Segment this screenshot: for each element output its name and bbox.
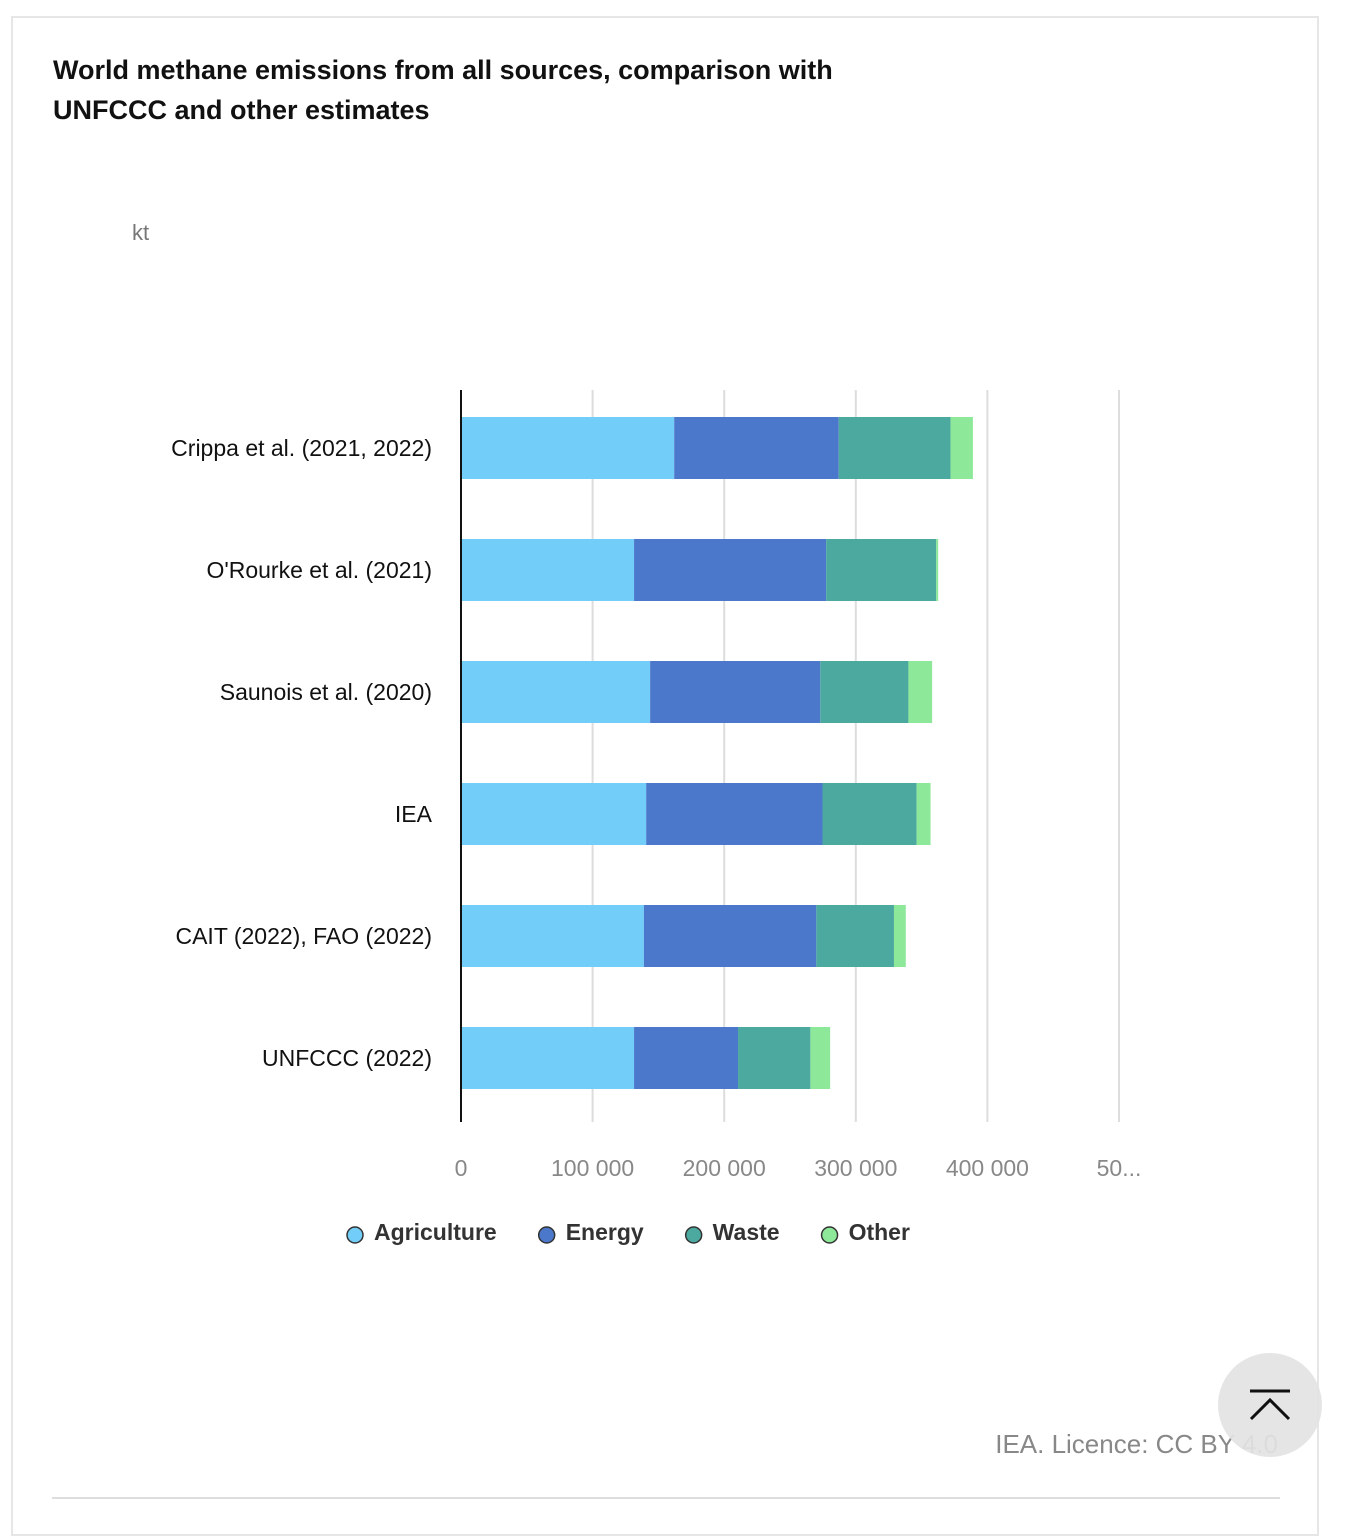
legend-marker <box>346 1226 364 1244</box>
bar-segment <box>822 783 917 845</box>
legend-label: Energy <box>566 1219 644 1245</box>
y-tick-label: CAIT (2022), FAO (2022) <box>175 923 432 949</box>
bar-segment <box>634 1027 739 1089</box>
bar-segment <box>643 905 817 967</box>
x-tick-label: 300 000 <box>814 1155 897 1181</box>
bar-segment <box>908 661 933 723</box>
back-to-top-button[interactable] <box>1218 1353 1322 1457</box>
y-tick-label: UNFCCC (2022) <box>262 1045 432 1071</box>
x-tick-label: 400 000 <box>946 1155 1029 1181</box>
bar-segment <box>950 417 973 479</box>
bar-segment <box>893 905 906 967</box>
bar-segment <box>461 783 647 845</box>
bar-segment <box>826 539 937 601</box>
bar-segment <box>461 905 644 967</box>
legend-label: Other <box>849 1219 910 1245</box>
legend-label: Waste <box>713 1219 780 1245</box>
bar-segment <box>461 1027 635 1089</box>
bar-segment <box>650 661 821 723</box>
bar-segment <box>738 1027 811 1089</box>
bar-segment <box>820 661 909 723</box>
bar-segment <box>674 417 839 479</box>
legend-label: Agriculture <box>374 1219 497 1245</box>
legend-marker <box>820 1226 839 1244</box>
y-tick-label: IEA <box>395 801 433 827</box>
bar-segment <box>461 417 675 479</box>
y-tick-label: Saunois et al. (2020) <box>220 679 432 705</box>
bar-segment <box>634 539 827 601</box>
x-tick-label: 100 000 <box>551 1155 634 1181</box>
x-tick-label: 200 000 <box>683 1155 766 1181</box>
bar-segment <box>816 905 894 967</box>
legend-marker <box>684 1226 703 1244</box>
bar-segment <box>646 783 823 845</box>
y-tick-label: Crippa et al. (2021, 2022) <box>171 435 432 461</box>
bar-segment <box>838 417 951 479</box>
bar-segment <box>461 539 635 601</box>
unit-label: kt <box>132 220 149 245</box>
x-tick-label: 0 <box>455 1155 468 1181</box>
bar-segment <box>461 661 651 723</box>
chart-title: World methane emissions from all sources… <box>53 55 833 125</box>
bar-segment <box>936 539 939 601</box>
back-to-top[interactable] <box>1218 1353 1322 1457</box>
bar-segment <box>916 783 931 845</box>
y-tick-label: O'Rourke et al. (2021) <box>206 557 432 583</box>
legend-marker <box>537 1226 556 1244</box>
x-tick-label: 50... <box>1097 1155 1142 1181</box>
back-to-top-icon <box>1249 1397 1291 1421</box>
bar-segment <box>810 1027 831 1089</box>
